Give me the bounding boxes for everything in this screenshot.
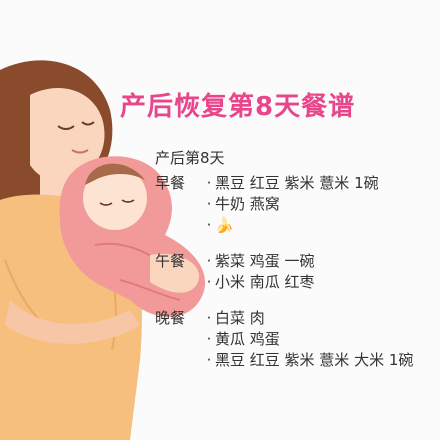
meal-plan: 产后第8天 早餐 · 黑豆 红豆 紫米 薏米 1碗 · 牛奶 燕窝 · 🍌 午餐 · 紫菜 … [155,148,413,371]
meal-item: 牛奶 燕窝 [215,195,280,213]
mother-face [30,88,105,183]
breakfast-section: 早餐 · 黑豆 红豆 紫米 薏米 1碗 · 牛奶 燕窝 · 🍌 [155,174,379,234]
page-title: 产后恢复第8天餐谱 [120,92,356,122]
meal-label: 晚餐 [155,309,186,327]
meal-label: 午餐 [155,252,186,270]
baby-face [83,166,147,230]
banana-icon: 🍌 [215,216,234,234]
meal-item: 紫菜 鸡蛋 一碗 [215,252,315,270]
meal-item: 黑豆 红豆 紫米 薏米 大米 1碗 [215,351,414,369]
meal-item: 白菜 肉 [215,309,265,327]
meal-item: 黄瓜 鸡蛋 [215,330,280,348]
mother-hand [150,253,200,293]
day-subtitle: 产后第8天 [155,149,225,167]
lunch-section: 午餐 · 紫菜 鸡蛋 一碗 · 小米 南瓜 红枣 [155,252,315,291]
meal-item: 黑豆 红豆 紫米 薏米 1碗 [215,174,379,192]
dinner-section: 晚餐 · 白菜 肉 · 黄瓜 鸡蛋 · 黑豆 红豆 紫米 薏米 大米 1碗 [155,309,414,369]
meal-item: 小米 南瓜 红枣 [215,273,315,291]
meal-label: 早餐 [155,174,186,192]
